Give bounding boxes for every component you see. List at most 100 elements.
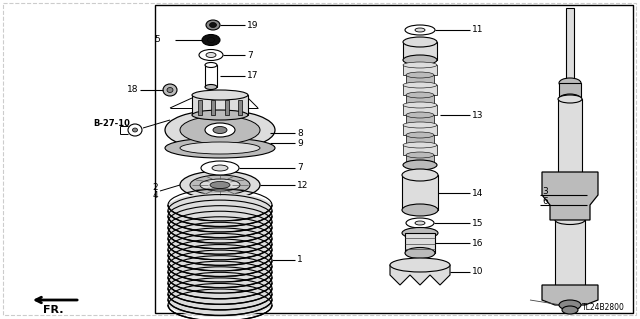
Text: 9: 9 bbox=[297, 138, 303, 147]
Text: 12: 12 bbox=[297, 181, 308, 189]
Text: 10: 10 bbox=[472, 268, 483, 277]
Ellipse shape bbox=[170, 215, 270, 239]
Ellipse shape bbox=[405, 25, 435, 35]
Ellipse shape bbox=[562, 306, 578, 314]
Ellipse shape bbox=[207, 38, 214, 42]
Bar bbox=[406, 115, 434, 125]
Ellipse shape bbox=[403, 160, 437, 170]
Ellipse shape bbox=[402, 204, 438, 216]
Ellipse shape bbox=[406, 112, 434, 118]
Text: 17: 17 bbox=[247, 71, 259, 80]
Polygon shape bbox=[390, 265, 450, 285]
Text: 7: 7 bbox=[247, 50, 253, 60]
Bar bbox=[225, 100, 229, 115]
Text: 19: 19 bbox=[247, 20, 259, 29]
Bar bbox=[405, 233, 435, 253]
Bar bbox=[205, 65, 217, 87]
Text: 4: 4 bbox=[152, 191, 158, 201]
Ellipse shape bbox=[403, 122, 437, 128]
Ellipse shape bbox=[402, 169, 438, 181]
Ellipse shape bbox=[167, 87, 173, 93]
Ellipse shape bbox=[559, 78, 581, 88]
Ellipse shape bbox=[202, 34, 220, 46]
Ellipse shape bbox=[170, 198, 270, 223]
Ellipse shape bbox=[406, 218, 434, 228]
Ellipse shape bbox=[170, 287, 270, 311]
Ellipse shape bbox=[128, 124, 142, 136]
Ellipse shape bbox=[170, 271, 270, 295]
Ellipse shape bbox=[558, 95, 582, 103]
Ellipse shape bbox=[205, 123, 235, 137]
Ellipse shape bbox=[170, 210, 270, 234]
Bar bbox=[402, 175, 438, 210]
Ellipse shape bbox=[170, 282, 270, 306]
Bar bbox=[406, 75, 434, 85]
Ellipse shape bbox=[406, 92, 434, 98]
Bar bbox=[406, 135, 434, 145]
Ellipse shape bbox=[170, 265, 270, 289]
Ellipse shape bbox=[132, 128, 138, 132]
Text: 3: 3 bbox=[542, 188, 548, 197]
Ellipse shape bbox=[170, 243, 270, 267]
Ellipse shape bbox=[405, 248, 435, 258]
Text: 7: 7 bbox=[297, 164, 303, 173]
Bar bbox=[403, 85, 437, 95]
Ellipse shape bbox=[170, 254, 270, 278]
Text: 8: 8 bbox=[297, 129, 303, 137]
Ellipse shape bbox=[165, 138, 275, 158]
Ellipse shape bbox=[403, 82, 437, 88]
Ellipse shape bbox=[402, 227, 438, 239]
Ellipse shape bbox=[165, 110, 275, 150]
Text: B-27-10: B-27-10 bbox=[93, 118, 130, 128]
Ellipse shape bbox=[170, 249, 270, 272]
Ellipse shape bbox=[403, 55, 437, 65]
Ellipse shape bbox=[180, 142, 260, 154]
Ellipse shape bbox=[180, 171, 260, 199]
Ellipse shape bbox=[403, 102, 437, 108]
Ellipse shape bbox=[213, 127, 227, 133]
Ellipse shape bbox=[190, 175, 250, 195]
Ellipse shape bbox=[559, 94, 581, 104]
Ellipse shape bbox=[205, 85, 217, 90]
Bar bbox=[406, 155, 434, 165]
Ellipse shape bbox=[170, 237, 270, 262]
Bar bbox=[562, 290, 578, 308]
Polygon shape bbox=[542, 172, 598, 220]
Ellipse shape bbox=[201, 161, 239, 175]
Ellipse shape bbox=[192, 90, 248, 100]
Ellipse shape bbox=[199, 49, 223, 61]
Bar bbox=[403, 105, 437, 115]
Polygon shape bbox=[192, 95, 248, 115]
Text: 15: 15 bbox=[472, 219, 483, 227]
Ellipse shape bbox=[170, 232, 270, 256]
Ellipse shape bbox=[200, 179, 240, 191]
Ellipse shape bbox=[180, 116, 260, 144]
Bar bbox=[198, 100, 202, 115]
Ellipse shape bbox=[212, 165, 228, 171]
Ellipse shape bbox=[403, 37, 437, 47]
Bar bbox=[403, 42, 437, 60]
Ellipse shape bbox=[555, 216, 585, 225]
Text: 1: 1 bbox=[297, 256, 303, 264]
Ellipse shape bbox=[163, 84, 177, 96]
Ellipse shape bbox=[192, 110, 248, 120]
Text: 11: 11 bbox=[472, 26, 483, 34]
Ellipse shape bbox=[170, 204, 270, 228]
Ellipse shape bbox=[403, 62, 437, 68]
Bar bbox=[211, 100, 215, 115]
Text: 13: 13 bbox=[472, 110, 483, 120]
Bar bbox=[403, 65, 437, 75]
Ellipse shape bbox=[206, 20, 220, 30]
Bar bbox=[406, 95, 434, 105]
Text: 16: 16 bbox=[472, 239, 483, 248]
Ellipse shape bbox=[170, 226, 270, 250]
Bar bbox=[566, 8, 574, 83]
Ellipse shape bbox=[209, 23, 216, 27]
Bar bbox=[555, 220, 585, 290]
Ellipse shape bbox=[406, 132, 434, 138]
Ellipse shape bbox=[415, 221, 425, 225]
Polygon shape bbox=[542, 285, 598, 305]
Ellipse shape bbox=[170, 193, 270, 217]
Text: TL24B2800: TL24B2800 bbox=[582, 303, 625, 313]
Ellipse shape bbox=[403, 142, 437, 148]
